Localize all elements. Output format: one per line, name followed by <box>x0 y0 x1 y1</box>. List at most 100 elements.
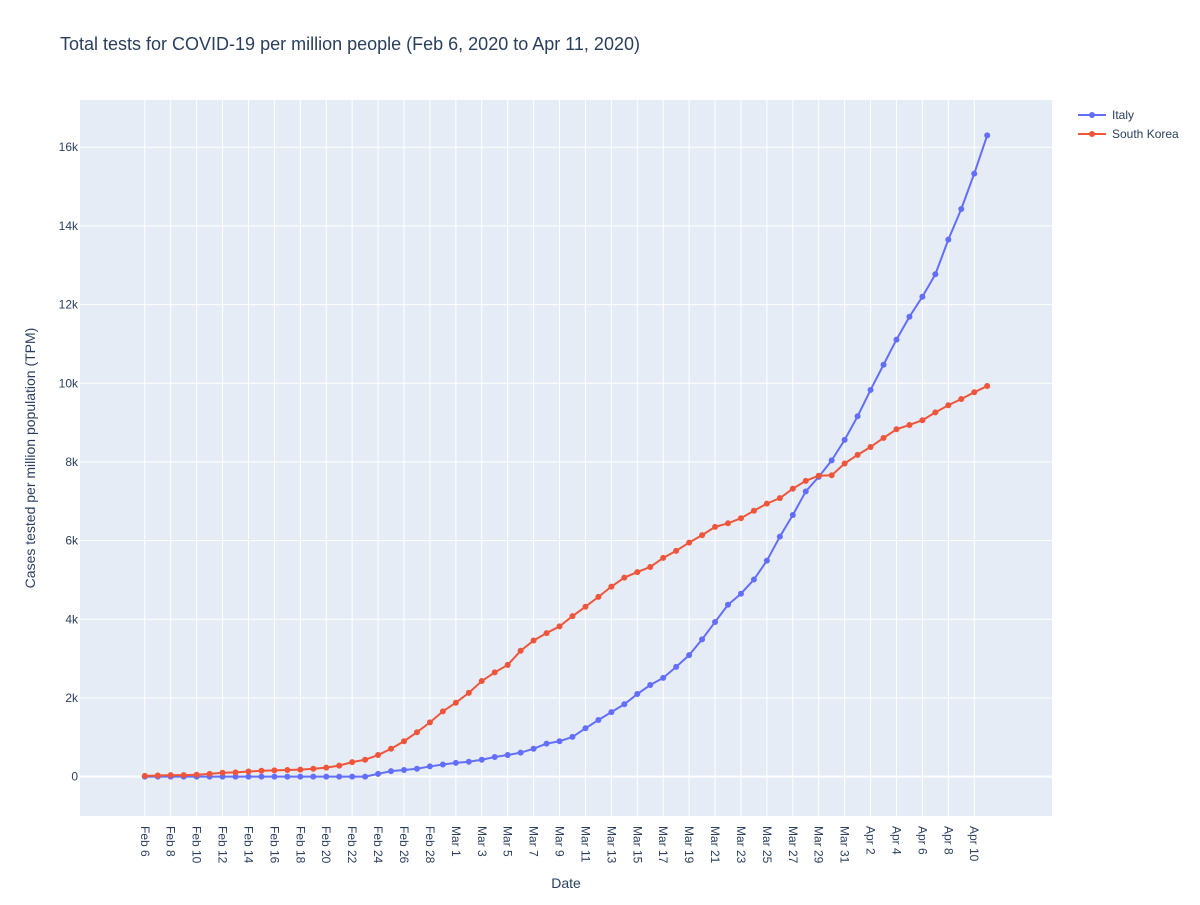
data-point[interactable] <box>750 507 757 514</box>
data-point[interactable] <box>789 485 796 492</box>
data-point[interactable] <box>349 759 356 766</box>
data-point[interactable] <box>945 236 952 243</box>
data-point[interactable] <box>413 729 420 736</box>
data-point[interactable] <box>569 613 576 620</box>
data-point[interactable] <box>608 709 615 716</box>
data-point[interactable] <box>621 701 628 708</box>
data-point[interactable] <box>815 472 822 479</box>
data-point[interactable] <box>232 773 239 780</box>
data-point[interactable] <box>504 752 511 759</box>
data-point[interactable] <box>737 590 744 597</box>
data-point[interactable] <box>349 773 356 780</box>
data-point[interactable] <box>828 472 835 479</box>
data-point[interactable] <box>608 583 615 590</box>
data-point[interactable] <box>880 361 887 368</box>
data-point[interactable] <box>932 409 939 416</box>
data-point[interactable] <box>776 533 783 540</box>
data-point[interactable] <box>439 708 446 715</box>
data-point[interactable] <box>556 738 563 745</box>
data-point[interactable] <box>310 773 317 780</box>
data-point[interactable] <box>297 773 304 780</box>
data-point[interactable] <box>271 773 278 780</box>
data-point[interactable] <box>958 395 965 402</box>
data-point[interactable] <box>660 554 667 561</box>
data-point[interactable] <box>465 758 472 765</box>
data-point[interactable] <box>725 520 731 527</box>
data-point[interactable] <box>543 740 550 747</box>
data-point[interactable] <box>958 205 965 212</box>
data-point[interactable] <box>336 773 343 780</box>
data-point[interactable] <box>945 402 952 409</box>
data-point[interactable] <box>789 512 796 519</box>
data-point[interactable] <box>582 725 589 732</box>
data-point[interactable] <box>401 738 407 745</box>
data-point[interactable] <box>906 421 913 428</box>
data-point[interactable] <box>776 495 783 502</box>
data-point[interactable] <box>491 669 498 676</box>
data-point[interactable] <box>621 574 628 581</box>
data-point[interactable] <box>193 771 200 778</box>
data-point[interactable] <box>530 637 537 644</box>
data-point[interactable] <box>647 682 654 688</box>
data-point[interactable] <box>478 756 485 763</box>
data-point[interactable] <box>802 488 809 495</box>
data-point[interactable] <box>388 768 395 775</box>
data-point[interactable] <box>362 773 369 780</box>
data-point[interactable] <box>375 752 382 759</box>
data-point[interactable] <box>310 765 317 772</box>
data-point[interactable] <box>595 593 602 600</box>
data-point[interactable] <box>893 426 900 433</box>
data-point[interactable] <box>802 477 809 484</box>
data-point[interactable] <box>478 678 485 685</box>
data-point[interactable] <box>699 636 706 643</box>
data-point[interactable] <box>906 313 913 320</box>
data-point[interactable] <box>919 293 926 300</box>
data-point[interactable] <box>932 271 939 278</box>
data-point[interactable] <box>919 417 926 424</box>
data-point[interactable] <box>750 576 757 583</box>
data-point[interactable] <box>556 623 563 630</box>
data-point[interactable] <box>323 764 330 771</box>
data-point[interactable] <box>854 413 861 420</box>
data-point[interactable] <box>971 170 978 177</box>
data-point[interactable] <box>582 603 589 610</box>
data-point[interactable] <box>180 772 187 779</box>
data-point[interactable] <box>634 569 641 576</box>
data-point[interactable] <box>725 601 731 608</box>
data-point[interactable] <box>167 772 174 779</box>
data-point[interactable] <box>841 460 848 467</box>
data-point[interactable] <box>245 773 252 780</box>
data-point[interactable] <box>763 557 770 564</box>
data-point[interactable] <box>984 383 991 390</box>
legend-item[interactable]: Italy <box>1078 108 1134 122</box>
data-point[interactable] <box>737 515 744 522</box>
data-point[interactable] <box>647 563 654 570</box>
data-point[interactable] <box>245 768 252 775</box>
data-point[interactable] <box>323 773 330 780</box>
data-point[interactable] <box>893 336 900 343</box>
data-point[interactable] <box>699 532 706 539</box>
data-point[interactable] <box>569 733 576 740</box>
data-point[interactable] <box>504 661 511 668</box>
data-point[interactable] <box>595 717 602 724</box>
data-point[interactable] <box>984 132 991 139</box>
data-point[interactable] <box>452 759 459 766</box>
data-point[interactable] <box>271 767 278 774</box>
data-point[interactable] <box>867 443 874 450</box>
data-point[interactable] <box>426 719 433 726</box>
data-point[interactable] <box>828 457 835 464</box>
data-point[interactable] <box>141 772 148 779</box>
data-point[interactable] <box>297 766 304 773</box>
data-point[interactable] <box>763 500 770 507</box>
data-point[interactable] <box>543 630 550 637</box>
data-point[interactable] <box>439 761 446 768</box>
legend[interactable]: Italy South Korea <box>1078 108 1179 141</box>
data-point[interactable] <box>634 691 641 698</box>
data-point[interactable] <box>401 766 407 773</box>
data-point[interactable] <box>841 436 848 443</box>
data-point[interactable] <box>258 767 265 774</box>
data-point[interactable] <box>154 772 161 779</box>
data-point[interactable] <box>336 762 343 769</box>
data-point[interactable] <box>284 773 291 780</box>
data-point[interactable] <box>206 770 213 777</box>
